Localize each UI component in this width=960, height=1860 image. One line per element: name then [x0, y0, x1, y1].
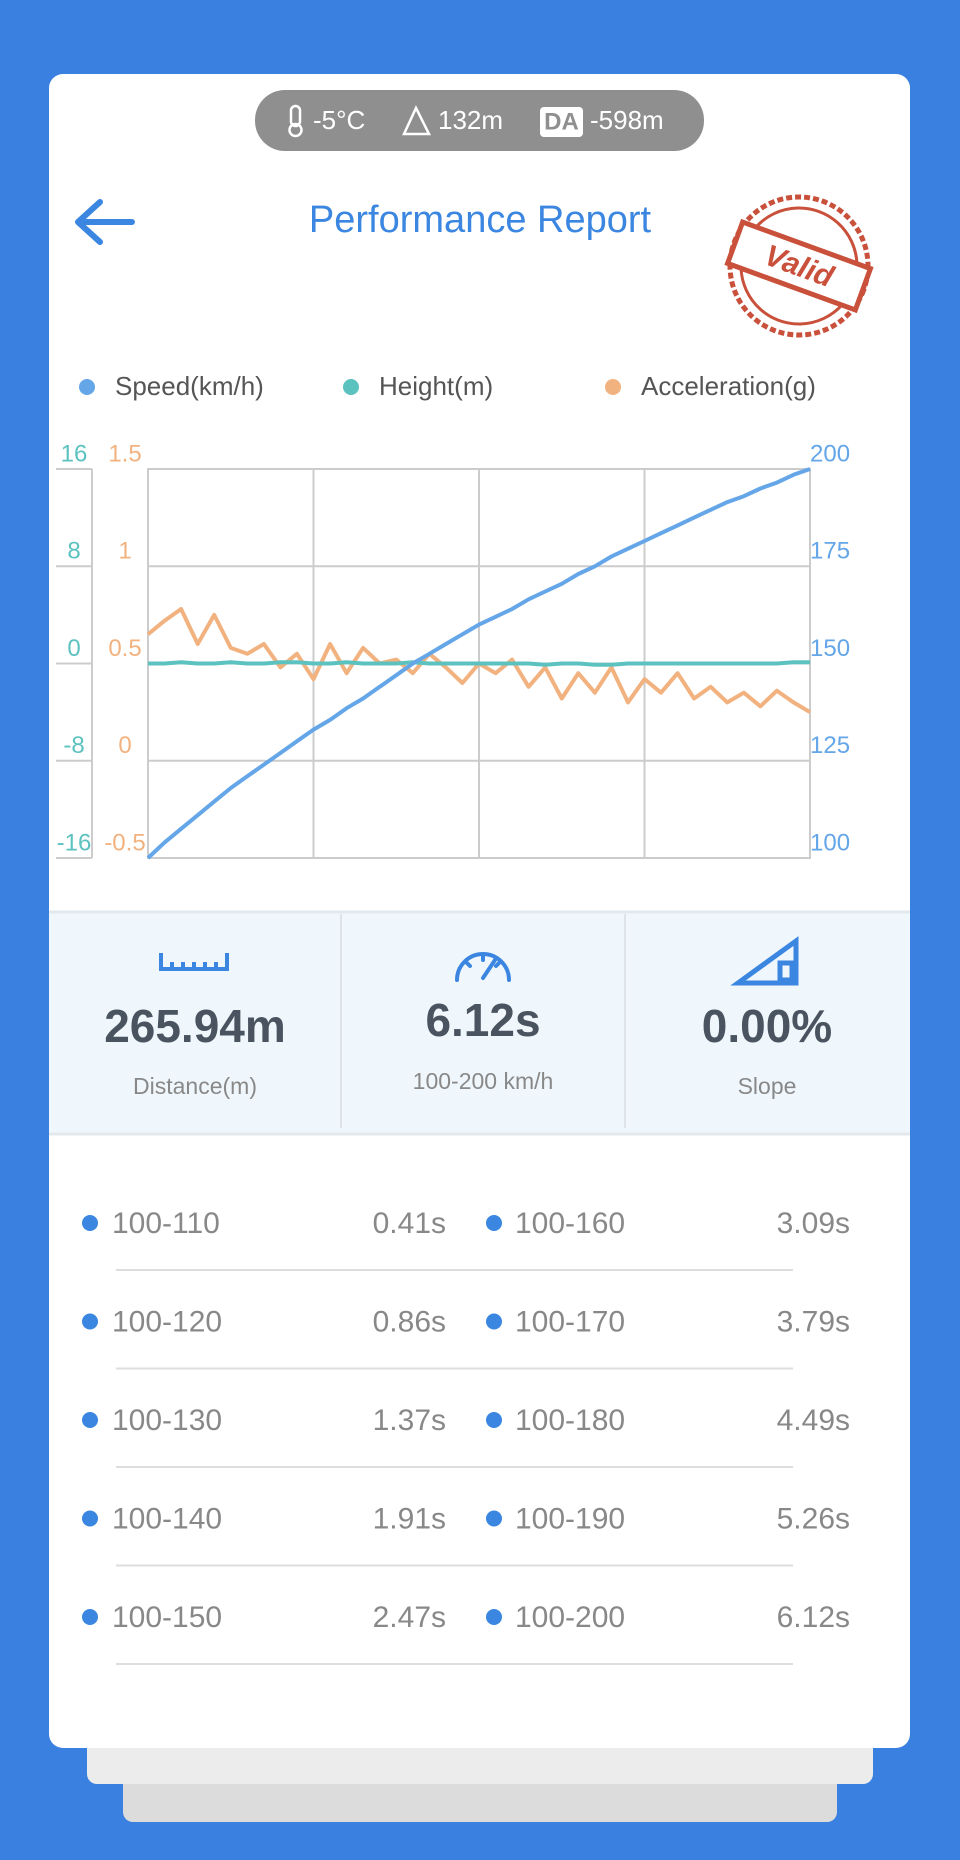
split-dot — [82, 1313, 98, 1330]
y2-tick-label: 100 — [810, 829, 850, 856]
series-line — [148, 660, 810, 667]
split-dot — [82, 1412, 98, 1428]
altitude: 132m — [438, 105, 503, 135]
split-time: 3.79s — [777, 1305, 850, 1338]
split-dot — [486, 1609, 502, 1625]
temperature: -5°C — [313, 105, 365, 135]
legend-marker — [605, 379, 621, 395]
slope-icon — [730, 936, 799, 986]
split-dot — [82, 1215, 98, 1231]
chart: Speed(km/h) Height(m) Acceleration(g) -16 -8… — [56, 371, 850, 860]
stat-label: Distance(m) — [133, 1073, 257, 1099]
y3-tick-label: 1.5 — [108, 440, 141, 467]
legend-label: Speed(km/h) — [115, 371, 264, 401]
thermometer-icon — [288, 104, 303, 138]
split-dot — [486, 1510, 502, 1527]
split-range: 100-180 — [515, 1404, 625, 1437]
stats: 265.94m Distance(m) 6.12s 100-200 km/h 0.00%… — [104, 994, 832, 1099]
ruler-icon — [159, 953, 229, 971]
split-range: 100-150 — [112, 1601, 222, 1634]
split-range: 100-170 — [515, 1305, 625, 1338]
split-range: 100-120 — [112, 1305, 222, 1338]
splits-table: 100-110 0.41s 100-160 3.09s 100-120 0.86s 100-… — [82, 1207, 850, 1665]
split-time: 6.12s — [777, 1601, 850, 1634]
split-time: 1.37s — [373, 1404, 446, 1437]
split-dot — [82, 1609, 98, 1625]
density-altitude: -598m — [590, 105, 664, 135]
split-range: 100-190 — [515, 1502, 625, 1535]
y-tick-label: 8 — [67, 538, 80, 565]
series-line — [146, 467, 811, 860]
split-time: 0.86s — [373, 1305, 446, 1338]
gauge-icon — [455, 952, 511, 982]
split-range: 100-130 — [112, 1404, 222, 1437]
stats-band — [49, 912, 910, 1134]
y2-tick-label: 150 — [810, 635, 850, 662]
split-time: 5.26s — [777, 1502, 850, 1535]
y-tick-label: 16 — [61, 440, 88, 467]
da-label: DA — [544, 108, 579, 135]
conditions-pill — [255, 90, 704, 151]
legend-label: Acceleration(g) — [641, 371, 816, 401]
split-time: 1.91s — [373, 1502, 446, 1535]
y-tick-label: 0 — [67, 635, 80, 662]
split-range: 100-140 — [112, 1502, 222, 1535]
split-time: 2.47s — [373, 1601, 446, 1634]
y2-tick-label: 125 — [810, 732, 850, 759]
split-dot — [486, 1412, 502, 1428]
legend-marker — [79, 379, 95, 395]
split-dot — [486, 1313, 502, 1330]
y3-tick-label: -0.5 — [104, 829, 145, 856]
split-dot — [82, 1510, 98, 1527]
stat-label: Slope — [738, 1073, 797, 1099]
y2-tick-label: 175 — [810, 538, 850, 565]
split-range: 100-200 — [515, 1601, 625, 1634]
y3-tick-label: 1 — [118, 538, 131, 565]
legend-label: Height(m) — [379, 371, 493, 401]
y2-tick-label: 200 — [810, 440, 850, 467]
page-title: Performance Report — [309, 199, 652, 241]
split-dot — [486, 1215, 502, 1231]
da-box — [540, 107, 583, 137]
split-range: 100-160 — [515, 1207, 625, 1240]
split-time: 3.09s — [777, 1207, 850, 1240]
stat-value: 265.94m — [104, 1000, 286, 1052]
y3-tick-label: 0.5 — [108, 635, 141, 662]
y-tick-label: -16 — [57, 829, 92, 856]
y3-tick-label: 0 — [118, 732, 131, 759]
split-time: 0.41s — [373, 1207, 446, 1240]
legend-marker — [343, 379, 359, 395]
back-button[interactable] — [75, 199, 135, 245]
split-time: 4.49s — [777, 1404, 850, 1437]
split-range: 100-110 — [112, 1207, 220, 1240]
y-tick-label: -8 — [63, 732, 84, 759]
altitude-icon — [402, 105, 432, 136]
stat-value: 6.12s — [425, 994, 540, 1046]
stat-value: 0.00% — [702, 1000, 832, 1052]
stat-label: 100-200 km/h — [413, 1068, 554, 1094]
